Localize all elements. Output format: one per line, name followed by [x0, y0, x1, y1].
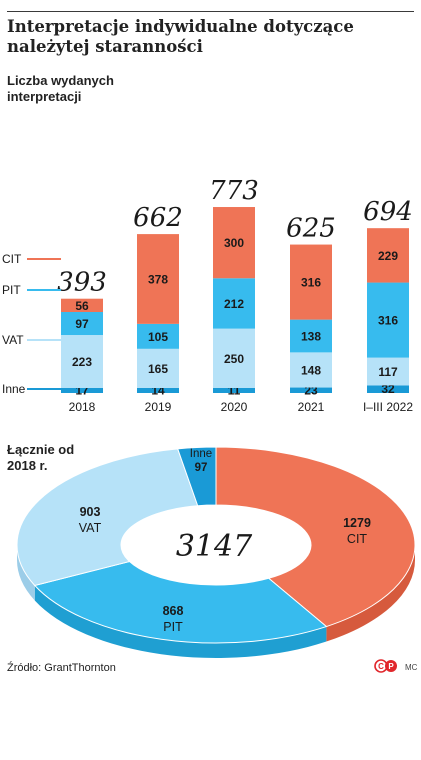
bar-segment-cit-4: [290, 244, 332, 320]
data-label-cit-4: 316: [301, 276, 321, 290]
data-label-pit-4: 138: [301, 330, 321, 344]
bar-segment-pit-3: [213, 278, 255, 329]
slice-value-vat: 903: [80, 505, 101, 519]
data-label-vat-3: 250: [224, 352, 244, 366]
legend-label-inne: Inne: [2, 382, 26, 396]
slice-value-inne: 97: [195, 462, 208, 474]
bar-segment-vat-2: [137, 348, 179, 388]
slice-name-cit: CIT: [347, 532, 368, 546]
slice-name-vat: VAT: [79, 521, 102, 535]
legend-label-pit: PIT: [2, 283, 21, 297]
bar-segment-pit-2: [137, 323, 179, 349]
bar-segment-pit-4: [290, 319, 332, 353]
bar-segment-inne-1: [61, 388, 103, 393]
donut-slice-vat: [16, 448, 199, 587]
bar-total-label-5: 694: [363, 197, 413, 227]
bar-total-label-4: 625: [286, 214, 336, 244]
data-label-cit-1: 56: [75, 299, 89, 313]
top-rule: [7, 11, 414, 12]
bar-segment-vat-5: [367, 357, 409, 386]
bar-total-label-2: 662: [133, 203, 183, 233]
donut-side-cit: [326, 545, 415, 642]
bar-segment-cit-3: [213, 207, 255, 279]
x-tick-label-4: 2021: [298, 400, 325, 414]
data-label-vat-5: 117: [378, 365, 398, 379]
x-tick-label-5: I–III 2022: [363, 400, 413, 414]
bar-total-label-1: 393: [57, 268, 107, 298]
data-label-cit-5: 229: [378, 249, 398, 263]
data-label-pit-5: 316: [378, 314, 398, 328]
x-tick-label-3: 2020: [221, 400, 248, 414]
data-label-pit-2: 105: [148, 330, 168, 344]
bar-segment-pit-1: [61, 312, 103, 336]
donut-total-label: 3147: [176, 529, 253, 564]
bar-segment-inne-2: [137, 388, 179, 393]
legend-label-cit: CIT: [2, 252, 22, 266]
donut-slice-pit: [33, 560, 328, 644]
publisher-logo: C P: [374, 659, 397, 673]
donut-hole: [122, 506, 310, 584]
slice-value-pit: 868: [163, 604, 184, 618]
legend-label-vat: VAT: [2, 333, 24, 347]
slice-value-cit: 1279: [343, 516, 371, 530]
source-note: Źródło: GrantThornton: [7, 662, 116, 674]
bar-segment-vat-4: [290, 352, 332, 388]
chart-title: Interpretacje indywidualne dotyczące nal…: [7, 17, 354, 56]
donut-side-vat: [17, 545, 35, 601]
x-tick-label-2: 2019: [145, 400, 172, 414]
data-label-pit-3: 212: [224, 297, 244, 311]
bar-segment-cit-1: [61, 298, 103, 312]
bar-chart-subtitle: Liczba wydanych interpretacji: [7, 73, 114, 104]
data-label-vat-2: 165: [148, 362, 168, 376]
bar-segment-inne-5: [367, 385, 409, 393]
x-tick-label-1: 2018: [69, 400, 96, 414]
svg-text:C: C: [378, 662, 384, 671]
data-label-vat-4: 148: [301, 363, 321, 377]
donut-slice-cit: [215, 446, 416, 628]
author-initials: MC: [405, 663, 418, 672]
bar-segment-inne-3: [213, 388, 255, 393]
slice-name-pit: PIT: [163, 620, 183, 634]
donut-subtitle: Łącznie od 2018 r.: [7, 442, 75, 473]
data-label-vat-1: 223: [72, 355, 92, 369]
donut-side-pit: [34, 585, 327, 658]
slice-name-inne: Inne: [190, 448, 212, 460]
bar-segment-vat-1: [61, 335, 103, 388]
data-label-pit-1: 97: [75, 317, 89, 331]
bar-segment-cit-2: [137, 234, 179, 324]
data-label-cit-3: 300: [224, 236, 244, 250]
data-label-cit-2: 378: [148, 272, 168, 286]
svg-text:P: P: [388, 662, 394, 671]
bar-segment-pit-5: [367, 282, 409, 358]
bar-segment-vat-3: [213, 328, 255, 388]
donut-slice-inne: [177, 446, 217, 507]
bar-segment-inne-4: [290, 387, 332, 393]
bar-segment-cit-5: [367, 228, 409, 283]
data-label-inne-5: 32: [381, 382, 395, 396]
bar-total-label-3: 773: [209, 176, 259, 206]
